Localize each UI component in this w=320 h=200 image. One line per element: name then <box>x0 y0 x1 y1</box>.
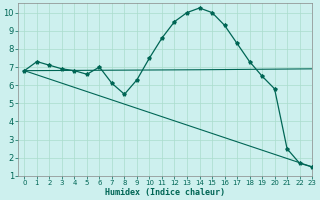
X-axis label: Humidex (Indice chaleur): Humidex (Indice chaleur) <box>105 188 225 197</box>
